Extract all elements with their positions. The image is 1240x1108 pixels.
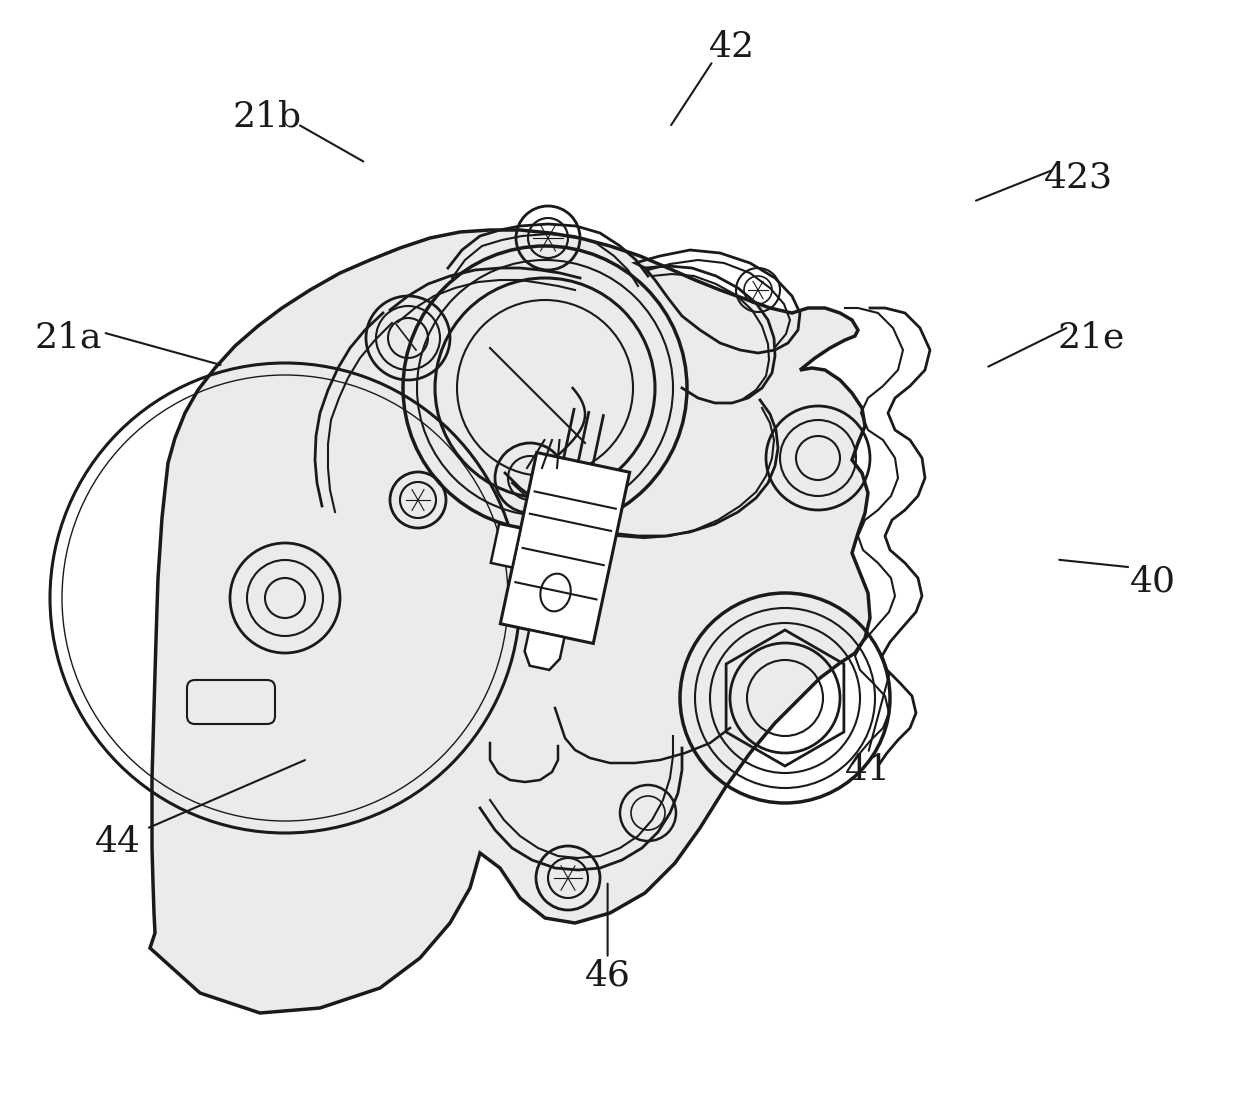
Text: 21a: 21a <box>35 321 102 355</box>
Text: 40: 40 <box>1130 565 1177 598</box>
Polygon shape <box>491 524 521 567</box>
Polygon shape <box>150 230 870 1013</box>
Text: 44: 44 <box>94 825 141 859</box>
Text: 21e: 21e <box>1058 321 1125 355</box>
Text: 423: 423 <box>1044 161 1114 194</box>
Polygon shape <box>525 629 564 670</box>
Text: 41: 41 <box>844 753 892 787</box>
Text: 21b: 21b <box>232 100 301 133</box>
Text: 42: 42 <box>708 30 755 63</box>
Text: 46: 46 <box>585 958 630 992</box>
Polygon shape <box>501 452 630 644</box>
